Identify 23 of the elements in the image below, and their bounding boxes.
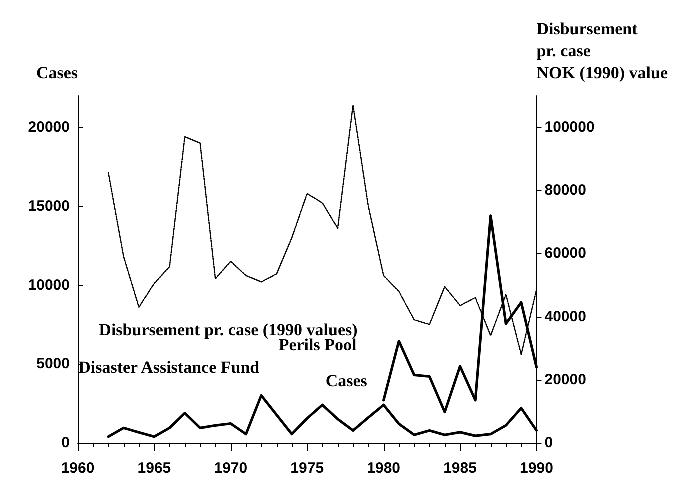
- text: Disbursement pr. case (1990 values): [99, 320, 358, 340]
- x-tick-label: 1990: [520, 460, 554, 477]
- y-tick-label: 20000: [28, 119, 70, 136]
- y2-tick-label: 100000: [544, 119, 595, 136]
- x-tick-label: 1980: [367, 460, 401, 477]
- y2-tick-label: 0: [544, 434, 554, 452]
- x-tick-label: 1975: [290, 460, 324, 477]
- y-tick-label: 15000: [28, 198, 70, 215]
- annotation: Cases: [326, 371, 368, 390]
- x-tick-label: 1985: [444, 460, 477, 477]
- y2-tick-label: 60000: [544, 245, 586, 262]
- y2-tick-label: 20000: [544, 371, 586, 388]
- y2-tick-label: 40000: [544, 308, 586, 326]
- y-axis-title: Cases: [36, 64, 78, 82]
- y2-tick-label: 80000: [544, 182, 586, 200]
- x-tick-label: 1960: [61, 460, 95, 477]
- y-tick-label: 0: [62, 434, 70, 452]
- series-label: Disaster Assistance Fund: [78, 358, 260, 377]
- x-tick-label: 1965: [138, 460, 172, 477]
- x-tick-label: 1970: [214, 460, 248, 477]
- y2-axis-title: Disbursement pr. case NOK (1990) value: [536, 20, 668, 82]
- y-tick-label: 5000: [36, 356, 70, 373]
- y-tick-label: 10000: [28, 276, 70, 294]
